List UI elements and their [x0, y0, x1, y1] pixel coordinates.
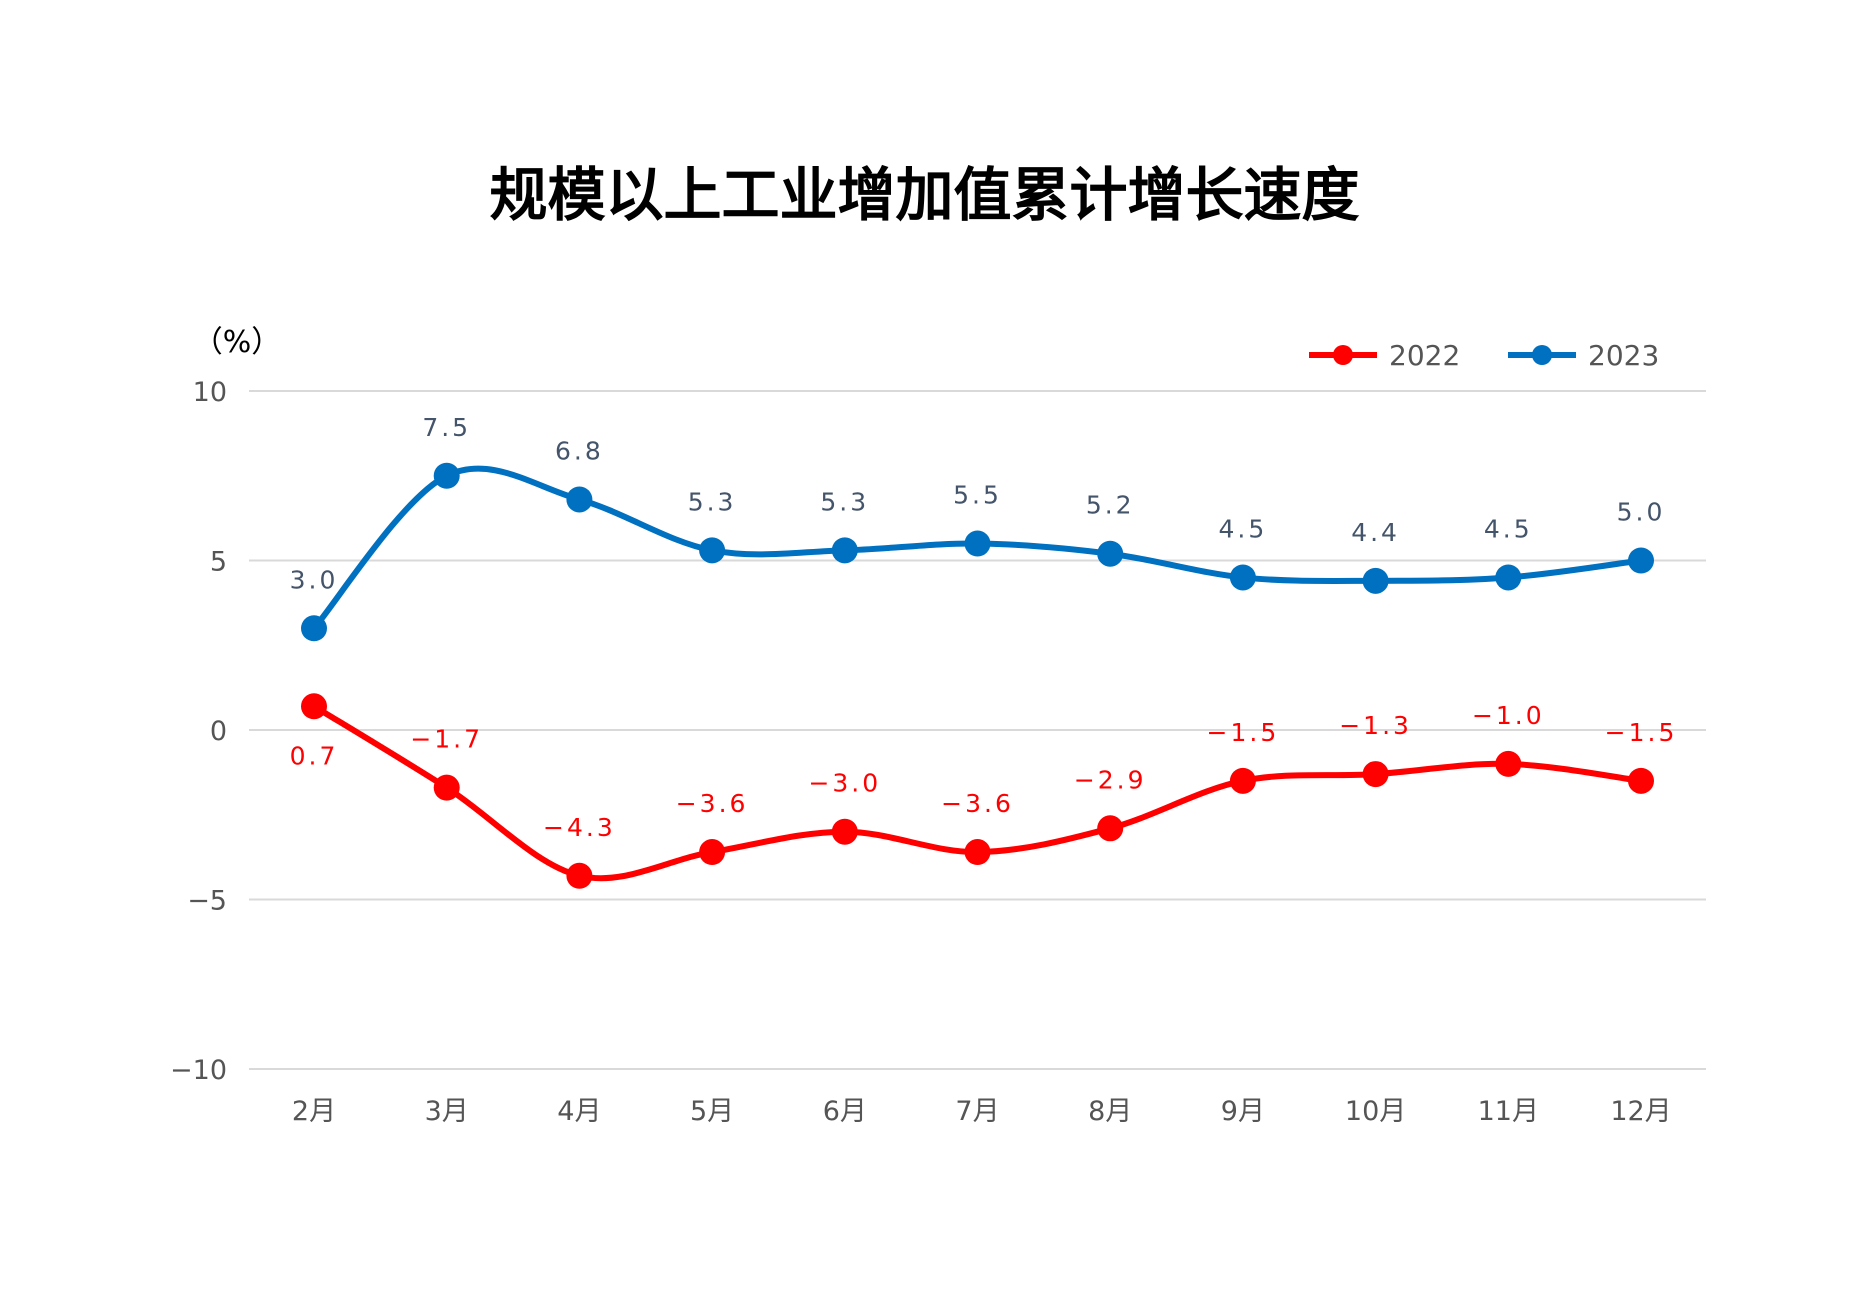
legend-marker [1333, 345, 1353, 365]
y-tick-label: −5 [187, 886, 227, 917]
data-point [699, 839, 726, 866]
data-point [831, 537, 858, 564]
data-label: 5.3 [820, 487, 869, 516]
x-tick-label: 9月 [1221, 1096, 1265, 1127]
data-point [566, 862, 593, 889]
data-point [964, 839, 991, 866]
x-tick-label: 10月 [1345, 1096, 1406, 1127]
data-point [433, 774, 460, 801]
x-tick-label: 5月 [690, 1096, 734, 1127]
x-tick-label: 8月 [1088, 1096, 1132, 1127]
data-label: 4.5 [1219, 514, 1268, 543]
data-point [1495, 750, 1522, 777]
data-label: 5.0 [1617, 498, 1666, 527]
data-point [1097, 815, 1124, 842]
data-label: 5.3 [688, 487, 737, 516]
data-label: 4.5 [1484, 514, 1533, 543]
data-point [301, 693, 327, 720]
legend-marker [1532, 345, 1552, 365]
data-point [1362, 567, 1389, 594]
y-tick-label: 0 [210, 716, 227, 747]
y-tick-label: −10 [170, 1055, 227, 1086]
data-label: 5.5 [953, 481, 1002, 510]
data-label: −3.0 [808, 769, 881, 798]
data-point [1097, 540, 1124, 567]
x-tick-label: 11月 [1478, 1096, 1539, 1127]
data-point [831, 818, 858, 845]
y-axis-label: （%） [193, 325, 282, 360]
data-label: 6.8 [555, 436, 604, 465]
data-label: 3.0 [290, 565, 339, 594]
legend-label: 2022 [1389, 339, 1460, 372]
y-tick-label: 5 [210, 547, 227, 578]
data-label: 5.2 [1086, 491, 1135, 520]
data-point [964, 530, 991, 557]
data-point [566, 486, 593, 513]
data-label: −1.5 [1207, 718, 1280, 747]
data-label: −1.3 [1339, 711, 1412, 740]
data-point [699, 537, 726, 564]
data-point [1628, 547, 1654, 574]
data-point [1229, 767, 1256, 794]
x-tick-label: 6月 [823, 1096, 867, 1127]
y-tick-label: 10 [193, 377, 227, 408]
data-point [1362, 761, 1389, 788]
data-point [301, 615, 327, 642]
data-label: −1.0 [1472, 701, 1545, 730]
data-label: 4.4 [1351, 518, 1400, 547]
data-point [1495, 564, 1522, 591]
data-label: 7.5 [422, 413, 471, 442]
x-tick-label: 2月 [292, 1096, 336, 1127]
data-label: −3.6 [941, 789, 1014, 818]
data-point [433, 462, 460, 489]
x-tick-label: 12月 [1610, 1096, 1671, 1127]
series-line-2023 [311, 465, 1642, 631]
data-label: −1.7 [410, 725, 483, 754]
data-label: −3.6 [676, 789, 749, 818]
data-label: −4.3 [543, 813, 616, 842]
legend-label: 2023 [1588, 339, 1659, 372]
x-tick-label: 7月 [955, 1096, 999, 1127]
x-tick-label: 3月 [425, 1096, 469, 1127]
data-label: −2.9 [1074, 765, 1147, 794]
data-point [1229, 564, 1256, 591]
data-point [1628, 767, 1654, 794]
data-label: −1.5 [1605, 718, 1678, 747]
data-label: 0.7 [290, 741, 339, 770]
chart-title: 规模以上工业增加值累计增长速度 [489, 161, 1360, 229]
x-tick-label: 4月 [557, 1096, 601, 1127]
